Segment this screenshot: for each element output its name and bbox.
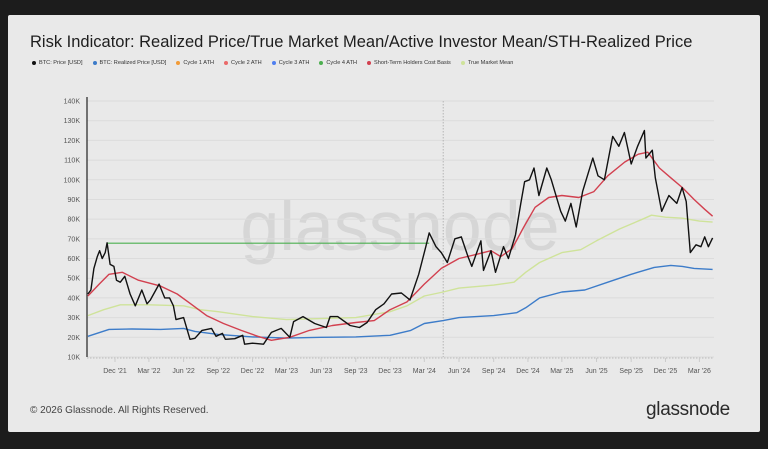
- legend-item[interactable]: Cycle 4 ATH: [319, 60, 357, 66]
- y-tick-label: 40K: [68, 295, 81, 302]
- y-tick-label: 90K: [68, 197, 81, 204]
- y-tick-label: 20K: [68, 335, 81, 342]
- y-tick-label: 60K: [68, 256, 81, 263]
- legend-label: BTC: Price [USD]: [39, 60, 83, 66]
- legend-label: Cycle 2 ATH: [231, 60, 262, 66]
- legend-item[interactable]: Cycle 2 ATH: [224, 60, 262, 66]
- y-tick-label: 70K: [68, 236, 81, 243]
- x-tick-label: Jun '24: [448, 368, 470, 375]
- chart-panel: [8, 15, 760, 432]
- x-tick-label: Dec '24: [516, 368, 540, 375]
- legend-marker-icon: [176, 61, 181, 65]
- x-tick-label: Dec '22: [241, 368, 265, 375]
- legend-item[interactable]: Cycle 3 ATH: [271, 60, 310, 66]
- x-tick-label: Sep '22: [206, 368, 230, 375]
- legend-label: Cycle 4 ATH: [326, 60, 358, 66]
- x-tick-label: Jun '23: [310, 368, 332, 375]
- watermark: glassnode: [240, 187, 559, 265]
- x-tick-label: Mar '24: [413, 368, 436, 375]
- legend-item[interactable]: Cycle 1 ATH: [176, 60, 214, 66]
- legend-item[interactable]: BTC: Realized Price [USD]: [92, 60, 167, 66]
- legend-marker-icon: [92, 61, 97, 65]
- y-tick-label: 120K: [64, 138, 81, 145]
- legend-item[interactable]: Short-Term Holders Cost Basis: [367, 60, 451, 66]
- y-tick-label: 140K: [64, 99, 81, 106]
- chart-title: Risk Indicator: Realized Price/True Mark…: [30, 33, 693, 51]
- x-tick-label: Jun '22: [172, 368, 194, 375]
- legend-marker-icon: [271, 61, 276, 65]
- glassnode-logo: glassnode: [646, 399, 730, 420]
- copyright-text: © 2026 Glassnode. All Rights Reserved.: [30, 405, 209, 416]
- x-tick-label: Dec '25: [654, 368, 678, 375]
- y-tick-label: 110K: [64, 158, 80, 165]
- legend-item[interactable]: BTC: Price [USD]: [32, 60, 83, 66]
- y-tick-label: 100K: [64, 177, 81, 184]
- legend-marker-icon: [367, 61, 372, 65]
- series-btc-realized-price-usd: [87, 264, 713, 339]
- y-tick-label: 130K: [64, 118, 81, 125]
- legend: BTC: Price [USD] BTC: Realized Price [USD…: [32, 60, 513, 66]
- legend-label: BTC: Realized Price [USD]: [99, 60, 167, 66]
- y-tick-label: 50K: [68, 276, 81, 283]
- x-tick-label: Dec '21: [103, 368, 127, 375]
- y-tick-label: 10K: [68, 355, 81, 362]
- legend-label: Cycle 1 ATH: [183, 60, 215, 66]
- x-tick-label: Sep '24: [482, 368, 506, 375]
- legend-marker-icon: [32, 61, 36, 65]
- x-tick-label: Mar '22: [137, 368, 160, 375]
- x-tick-label: Mar '25: [550, 368, 573, 375]
- x-tick-label: Jun '25: [585, 368, 607, 375]
- legend-item[interactable]: True Market Mean: [460, 60, 514, 66]
- x-tick-label: Sep '23: [344, 368, 368, 375]
- legend-label: Short-Term Holders Cost Basis: [374, 60, 451, 66]
- series-btc-price-usd: [87, 129, 714, 345]
- legend-marker-icon: [224, 61, 229, 65]
- legend-label: Cycle 3 ATH: [278, 60, 310, 66]
- x-tick-label: Mar '26: [688, 368, 711, 375]
- legend-marker-icon: [460, 61, 465, 65]
- y-tick-label: 80K: [68, 217, 81, 224]
- series-short-term-holders-cost-basis: [87, 151, 714, 341]
- legend-label: True Market Mean: [467, 60, 514, 66]
- legend-marker-icon: [319, 61, 324, 65]
- x-tick-label: Dec '23: [378, 368, 402, 375]
- x-tick-label: Sep '25: [619, 368, 643, 375]
- y-tick-label: 30K: [68, 315, 81, 322]
- x-tick-label: Mar '23: [275, 368, 298, 375]
